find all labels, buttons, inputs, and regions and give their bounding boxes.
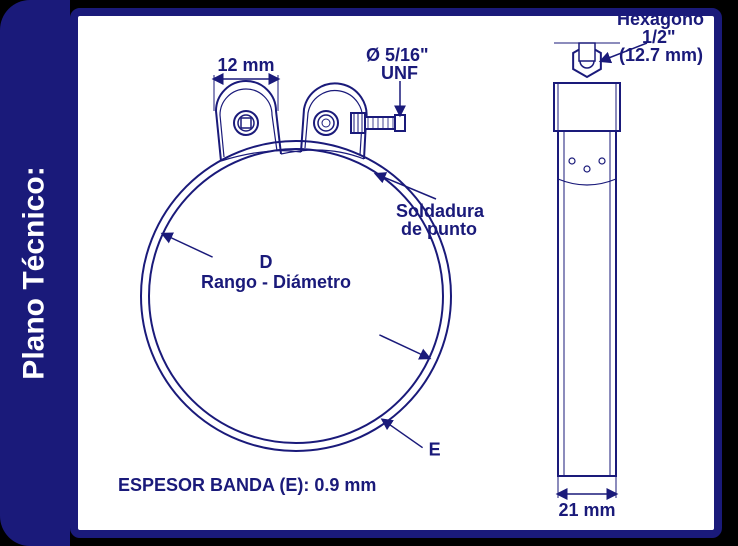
label-unf: UNF <box>381 63 418 83</box>
sidebar: Plano Técnico: <box>0 0 70 546</box>
label-hex3: (12.7 mm) <box>619 45 703 65</box>
band-outer <box>141 141 451 451</box>
sidebar-title: Plano Técnico: <box>18 166 52 379</box>
band-inner <box>149 149 443 443</box>
label-E: E <box>429 440 441 460</box>
label-rango: Rango - Diámetro <box>201 272 351 292</box>
drawing-panel: 12 mm Ø 5/16"UNF Soldadurade punto DRango -… <box>70 8 722 538</box>
label-12mm: 12 mm <box>217 55 274 75</box>
diagram-frame: Plano Técnico: 12 mm Ø 5/16"UNF Soldadurad… <box>0 0 738 546</box>
side-band <box>558 131 616 476</box>
label-weld2: de punto <box>401 219 477 239</box>
sidebar-label-wrap: Plano Técnico: <box>0 0 70 546</box>
label-D: D <box>260 252 273 272</box>
technical-drawing-svg: 12 mm Ø 5/16"UNF Soldadurade punto DRango -… <box>78 16 714 530</box>
label-hex2: 1/2" <box>642 27 676 47</box>
label-21mm: 21 mm <box>558 500 615 520</box>
label-bolt-dia: Ø 5/16" <box>366 45 429 65</box>
label-weld1: Soldadura <box>396 201 485 221</box>
label-espesor: ESPESOR BANDA (E): 0.9 mm <box>118 475 376 495</box>
